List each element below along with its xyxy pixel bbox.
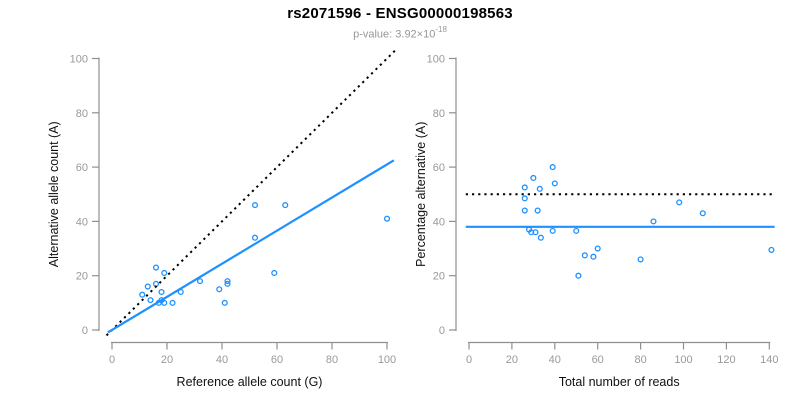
- x-tick-label: 100: [378, 354, 396, 366]
- y-tick-label: 80: [433, 108, 445, 120]
- data-point: [161, 269, 168, 277]
- y-axis-title: Alternative allele count (A): [47, 121, 61, 267]
- x-tick-label: 20: [161, 354, 173, 366]
- identity-line: [105, 49, 396, 337]
- data-point: [144, 283, 151, 290]
- y-tick-label: 40: [433, 216, 445, 228]
- p-value-subtitle: p-value: 3.92×10-18: [0, 25, 800, 41]
- data-point: [158, 288, 165, 296]
- x-tick-label: 140: [760, 354, 778, 366]
- y-tick-label: 0: [439, 325, 445, 337]
- y-axis-title: Percentage alternative (A): [414, 122, 428, 267]
- data-point: [650, 218, 657, 225]
- y-tick-label: 100: [427, 54, 445, 66]
- data-point: [271, 269, 278, 277]
- data-point: [161, 299, 168, 306]
- data-point: [594, 245, 601, 252]
- data-point: [536, 185, 543, 192]
- data-point: [573, 227, 580, 234]
- y-tick-label: 80: [76, 108, 88, 120]
- x-tick-label: 20: [506, 354, 518, 366]
- data-point: [251, 202, 259, 209]
- x-tick-label: 60: [271, 354, 283, 366]
- data-point: [575, 272, 582, 279]
- y-tick-label: 100: [70, 54, 88, 66]
- data-point: [549, 227, 556, 234]
- data-point: [216, 286, 223, 293]
- data-point: [147, 297, 154, 304]
- y-tick-label: 20: [76, 271, 88, 283]
- x-tick-label: 80: [326, 354, 338, 366]
- data-point: [139, 291, 146, 298]
- data-point: [768, 246, 775, 253]
- data-point: [699, 210, 706, 217]
- data-point: [534, 207, 541, 214]
- data-point: [251, 234, 259, 241]
- data-point: [551, 180, 558, 187]
- data-point: [521, 195, 528, 202]
- y-tick-label: 60: [76, 162, 88, 174]
- data-point: [196, 278, 204, 285]
- x-axis-title: Total number of reads: [559, 375, 680, 389]
- data-point: [282, 202, 289, 209]
- data-point: [637, 256, 644, 263]
- plot-percentage-vs-reads: 0 20 40 60 80 100 0 20 40 60 80 100 120 140 Total numb…: [414, 54, 778, 390]
- data-point: [224, 278, 231, 285]
- x-tick-label: 40: [549, 354, 561, 366]
- data-point: [530, 174, 537, 182]
- data-point: [224, 280, 231, 287]
- y-tick-label: 40: [76, 216, 88, 228]
- x-tick-label: 0: [109, 354, 115, 366]
- x-axis-title: Reference allele count (G): [177, 375, 323, 389]
- x-tick-label: 0: [466, 354, 472, 366]
- data-point: [383, 215, 391, 222]
- p-value-exponent: -18: [435, 25, 447, 34]
- data-point: [532, 229, 539, 236]
- x-tick-label: 100: [674, 354, 692, 366]
- x-tick-label: 80: [634, 354, 646, 366]
- x-tick-label: 120: [717, 354, 735, 366]
- p-value-text: p-value: 3.92×10: [353, 28, 436, 41]
- y-tick-label: 20: [433, 271, 445, 283]
- y-tick-label: 60: [433, 162, 445, 174]
- data-point: [221, 299, 228, 306]
- chart-title: rs2071596 - ENSG00000198563: [287, 5, 513, 22]
- data-point: [152, 264, 160, 271]
- data-point: [590, 253, 597, 260]
- plot-allele-counts: 0 20 40 60 80 100 0 20 40 60 80 100 Reference allele…: [47, 49, 396, 389]
- x-tick-label: 40: [216, 354, 228, 366]
- y-tick-label: 0: [82, 325, 88, 337]
- x-tick-label: 60: [592, 354, 604, 366]
- data-point: [521, 207, 528, 214]
- data-point: [169, 299, 176, 306]
- data-point: [549, 164, 556, 171]
- data-point: [537, 234, 544, 241]
- data-point: [676, 199, 683, 206]
- data-point: [521, 184, 528, 191]
- regression-line: [107, 159, 395, 334]
- data-point: [581, 252, 588, 259]
